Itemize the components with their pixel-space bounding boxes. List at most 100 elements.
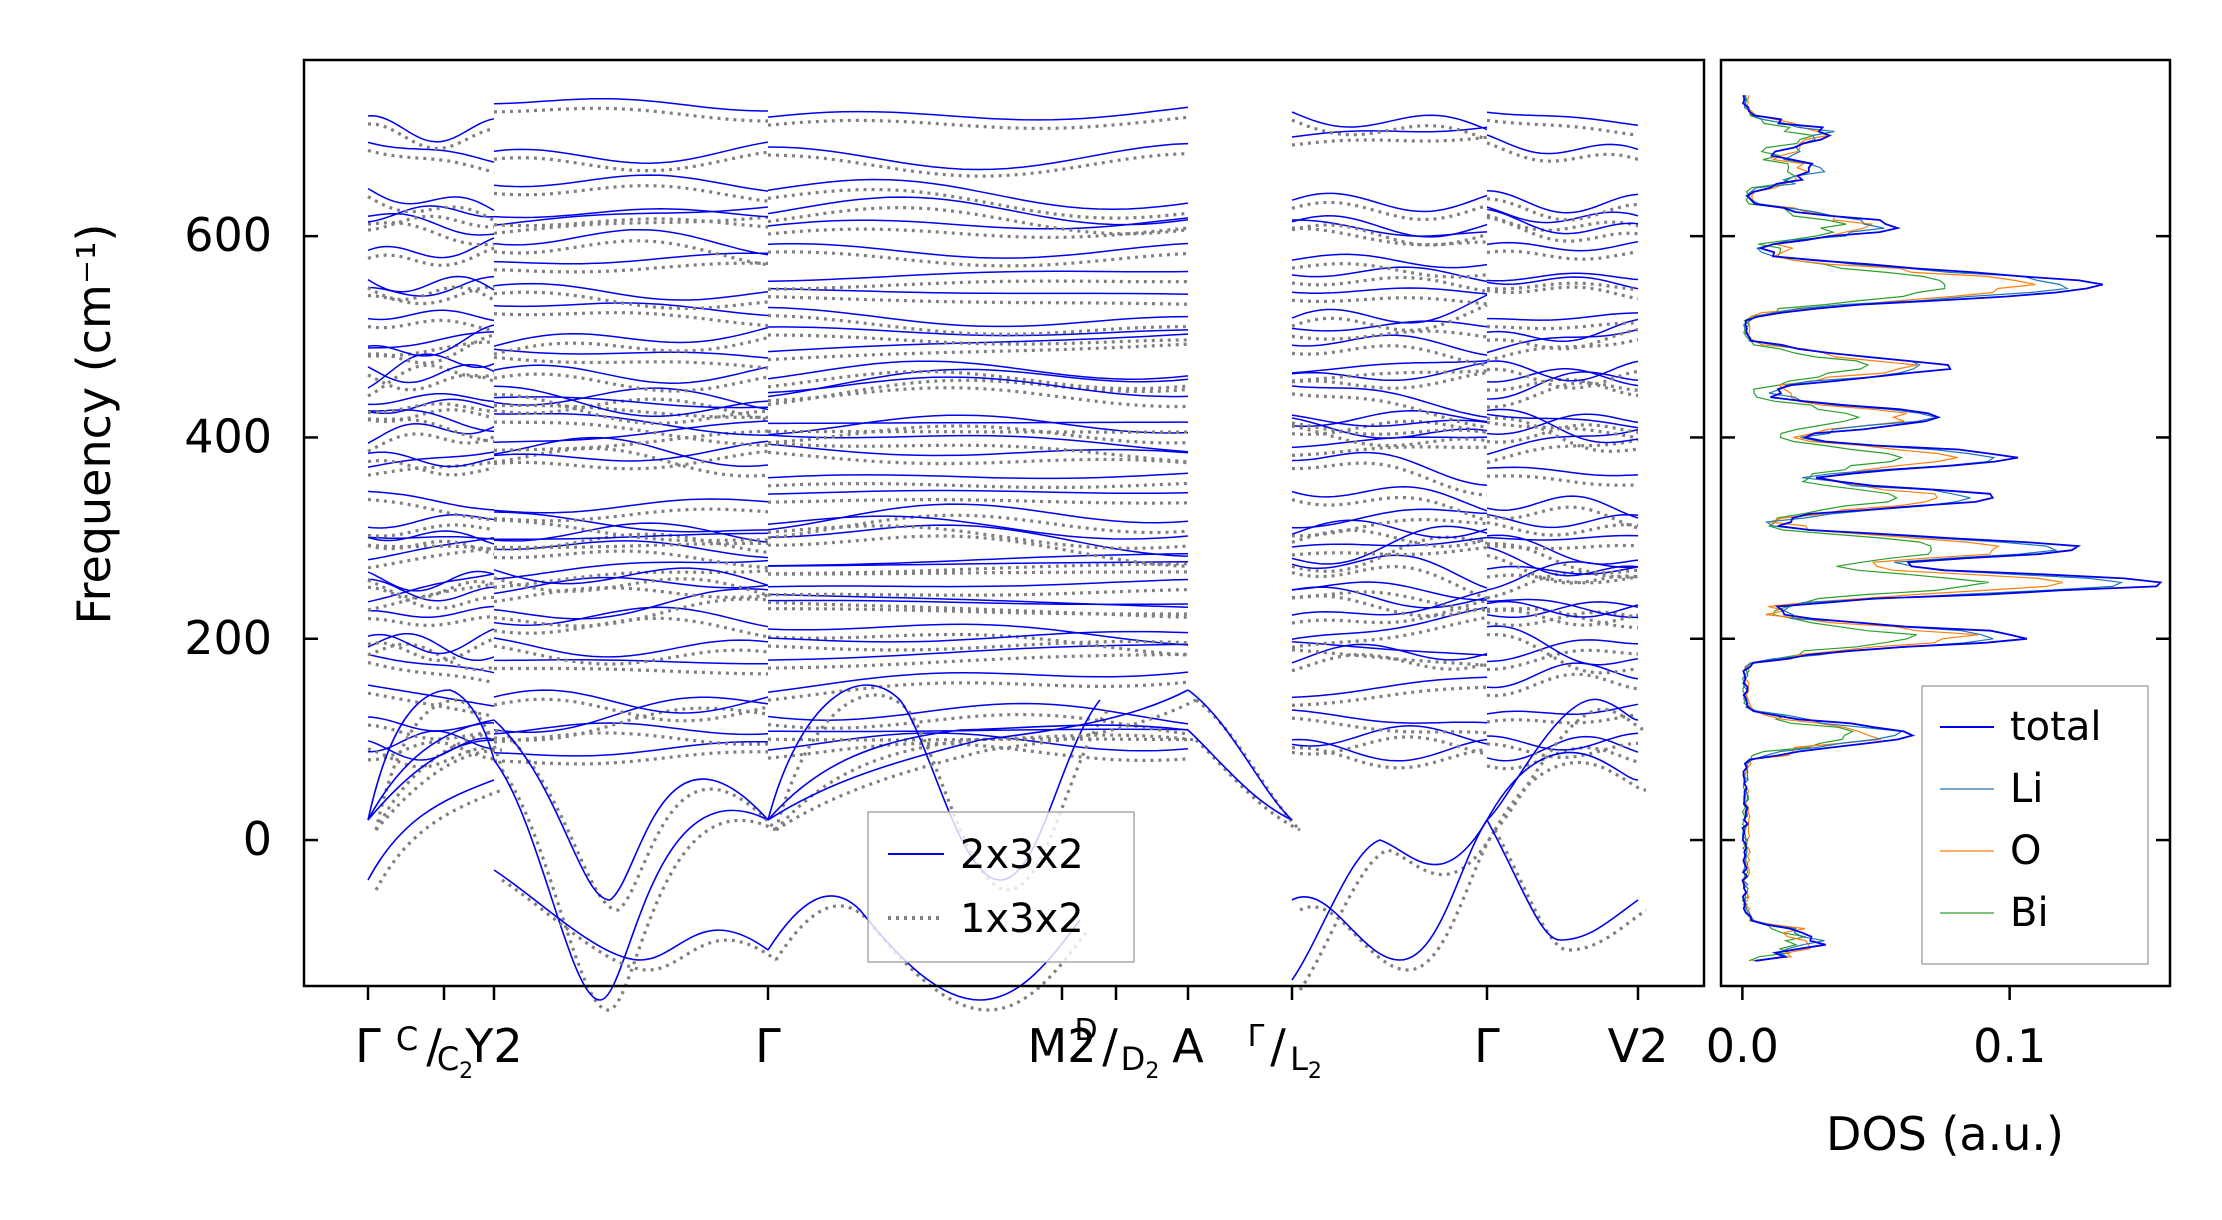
band-2x3x2-1-8 — [493, 576, 769, 595]
band-1x3x2-3-5 — [1291, 648, 1488, 667]
band-2x3x2-2-8 — [767, 593, 1189, 609]
band-1x3x2-3-33 — [1291, 135, 1488, 147]
band-1x3x2-3-22 — [1291, 371, 1488, 390]
band-1x3x2-2-4 — [767, 652, 1189, 670]
band-2x3x2-3-0 — [1291, 738, 1488, 762]
band-2x3x2-1-4 — [494, 659, 768, 665]
band-1x3x2-2-20 — [768, 429, 1188, 434]
band-2x3x2-0-9 — [367, 578, 495, 602]
band-1x3x2-1-28 — [493, 261, 769, 274]
band-1x3x2-4-9 — [1486, 570, 1639, 600]
band-1x3x2-4-12 — [1486, 542, 1639, 575]
legend-label-2x3x2: 2x3x2 — [960, 832, 1084, 878]
band-panel-frame — [302, 58, 1706, 988]
band-2x3x2-3-21 — [1291, 385, 1488, 418]
band-1x3x2-4-33 — [1486, 141, 1639, 163]
dos-legend: total Li O Bi — [1921, 685, 2149, 965]
band-1x3x2-0-5 — [367, 642, 495, 672]
dos-total — [1741, 94, 2163, 962]
band-1x3x2-1-20 — [493, 397, 769, 422]
band-2x3x2-1-23 — [493, 364, 769, 384]
band-1x3x2-4-11 — [1486, 553, 1639, 585]
band-2x3x2-0-17 — [367, 451, 495, 468]
band-2x3x2-2-6 — [767, 630, 1189, 643]
band-1x3x2-0-1 — [367, 746, 495, 769]
band-1x3x2-4-10 — [1486, 573, 1639, 585]
band-1x3x2-4-21 — [1487, 381, 1639, 409]
band-1x3x2-1-19 — [493, 420, 769, 447]
band-2x3x2-0-23 — [367, 364, 495, 384]
band-2x3x2-4-5 — [1486, 625, 1639, 666]
band-1x3x2-0-9 — [367, 585, 495, 610]
band-1x3x2-3-30 — [1291, 226, 1488, 247]
band-2x3x2-1-22 — [493, 385, 769, 417]
band-2x3x2-4-19 — [1486, 408, 1639, 444]
band-1x3x2-2-23 — [767, 370, 1189, 391]
band-2x3x2-0-22 — [367, 353, 495, 389]
band-2x3x2-3-25 — [1291, 320, 1488, 332]
acoustic-1x3x2-4 — [500, 769, 777, 1012]
band-1x3x2-3-2 — [1291, 716, 1488, 735]
band-2x3x2-1-18 — [493, 420, 769, 444]
tick-label-a: A — [1172, 1019, 1204, 1073]
band-2x3x2-0-10 — [367, 570, 495, 592]
acoustic-2x3x2-12 — [1291, 819, 1488, 961]
band-2x3x2-1-30 — [493, 206, 769, 226]
acoustic-2x3x2-15 — [1486, 698, 1639, 821]
band-2x3x2-4-6 — [1486, 601, 1639, 619]
band-2x3x2-1-9 — [493, 559, 769, 580]
band-1x3x2-3-21 — [1291, 392, 1488, 429]
band-2x3x2-2-27 — [767, 287, 1189, 296]
band-2x3x2-3-33 — [1291, 126, 1488, 138]
band-1x3x2-1-29 — [493, 239, 769, 267]
band-1x3x2-0-15 — [367, 497, 495, 522]
band-1x3x2-3-0 — [1291, 746, 1488, 770]
band-2x3x2-4-20 — [1486, 413, 1639, 429]
band-1x3x2-4-27 — [1486, 285, 1639, 301]
tick-label-m2: M2 — [1028, 1019, 1097, 1073]
band-1x3x2-1-23 — [493, 372, 769, 393]
tick-label-y2: Y2 — [464, 1019, 522, 1073]
dos-x-tick-label-0: 0.0 — [1706, 1019, 1779, 1073]
band-2x3x2-2-20 — [768, 421, 1188, 425]
band-1x3x2-2-32 — [767, 187, 1189, 220]
band-2x3x2-2-4 — [767, 643, 1189, 661]
band-1x3x2-4-24 — [1486, 338, 1639, 363]
acoustic-1x3x2-16 — [1194, 738, 1301, 832]
band-1x3x2-2-11 — [767, 562, 1189, 576]
band-1x3x2-4-8 — [1486, 608, 1639, 627]
band-1x3x2-1-13 — [494, 541, 768, 549]
band-2x3x2-4-14 — [1486, 513, 1639, 529]
band-1x3x2-2-6 — [767, 639, 1189, 652]
band-1x3x2-0-34 — [368, 122, 495, 151]
band-1x3x2-2-3 — [767, 680, 1189, 702]
band-1x3x2-2-18 — [767, 441, 1189, 464]
legend-label-o: O — [2010, 828, 2041, 874]
band-2x3x2-2-16 — [767, 472, 1189, 480]
acoustic-2x3x2-14 — [1486, 819, 1639, 941]
band-2x3x2-3-22 — [1291, 361, 1488, 382]
band-1x3x2-3-16 — [1291, 461, 1488, 497]
y-tick-label-400: 400 — [184, 409, 272, 463]
band-1x3x2-3-6 — [1291, 615, 1488, 649]
tick-label-gamma-4: Γ — [1474, 1019, 1500, 1073]
band-1x3x2-4-2 — [1486, 712, 1639, 725]
band-2x3x2-1-32 — [493, 174, 769, 192]
band-1x3x2-0-19 — [367, 408, 495, 424]
band-1x3x2-3-7 — [1291, 599, 1488, 625]
band-2x3x2-2-2 — [767, 702, 1189, 725]
band-2x3x2-4-31 — [1486, 208, 1639, 235]
band-2x3x2-1-1 — [493, 722, 769, 736]
band-2x3x2-1-25 — [493, 326, 769, 347]
band-1x3x2-0-21 — [367, 402, 495, 415]
band-1x3x2-2-0 — [767, 741, 1189, 763]
band-1x3x2-3-31 — [1291, 223, 1488, 247]
band-2x3x2-4-4 — [1486, 639, 1639, 663]
band-1x3x2-2-33 — [767, 152, 1189, 178]
band-2x3x2-1-29 — [493, 228, 769, 256]
band-2x3x2-3-3 — [1291, 676, 1488, 699]
band-2x3x2-3-19 — [1291, 417, 1488, 439]
band-2x3x2-3-18 — [1291, 410, 1488, 428]
band-1x3x2-2-26 — [767, 313, 1188, 336]
acoustic-1x3x2-12 — [1299, 829, 1497, 972]
